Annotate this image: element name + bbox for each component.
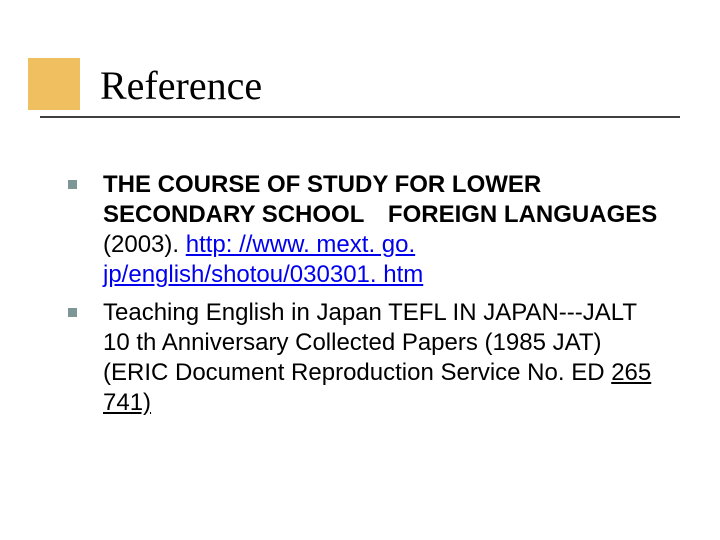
bullet-icon: [68, 308, 77, 317]
reference-text: THE COURSE OF STUDY FOR LOWER SECONDARY …: [103, 170, 668, 290]
reference-year: (2003).: [103, 231, 186, 258]
slide-title: Reference: [100, 62, 262, 109]
list-item: THE COURSE OF STUDY FOR LOWER SECONDARY …: [68, 170, 668, 290]
bullet-icon: [68, 180, 77, 189]
reference-eric-b: 741): [103, 389, 151, 416]
title-underline: [40, 116, 680, 118]
list-item: Teaching English in Japan TEFL IN JAPAN-…: [68, 298, 668, 418]
reference-body: Teaching English in Japan TEFL IN JAPAN-…: [103, 299, 649, 386]
reference-text: Teaching English in Japan TEFL IN JAPAN-…: [103, 298, 668, 418]
reference-eric-a: 265: [611, 359, 651, 386]
title-accent-box: [28, 58, 80, 110]
content-area: THE COURSE OF STUDY FOR LOWER SECONDARY …: [68, 170, 668, 426]
reference-title: THE COURSE OF STUDY FOR LOWER SECONDARY …: [103, 171, 681, 228]
